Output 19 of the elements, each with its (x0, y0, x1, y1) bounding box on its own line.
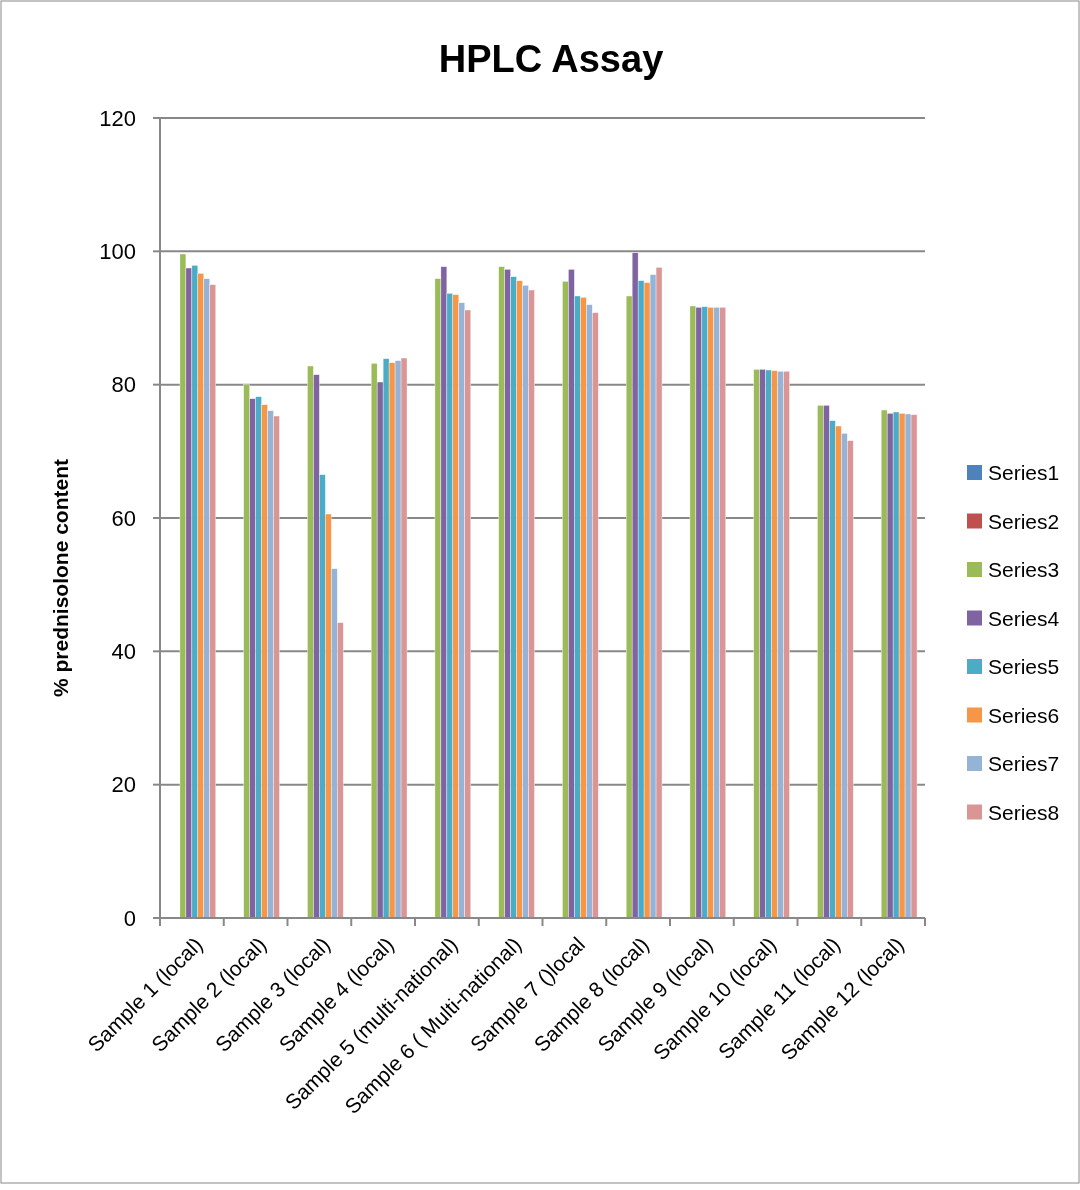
y-tick-label: 80 (111, 372, 136, 398)
legend-label: Series1 (988, 461, 1060, 485)
legend-label: Series5 (988, 655, 1060, 679)
legend-label: Series4 (988, 606, 1060, 630)
legend-label: Series7 (988, 752, 1060, 776)
chart-title: HPLC Assay (438, 38, 664, 80)
y-tick-label: 20 (111, 772, 136, 798)
legend-label: Series8 (988, 800, 1060, 824)
legend-label: Series3 (988, 558, 1060, 582)
y-tick-label: 40 (111, 639, 136, 665)
y-tick-label: 60 (111, 505, 136, 531)
y-axis-title: % prednisolone content (49, 458, 72, 698)
bar (179, 253, 187, 919)
legend-label: Series2 (988, 509, 1060, 533)
bar (689, 305, 697, 919)
y-tick-label: 0 (123, 905, 136, 931)
y-tick-label: 120 (99, 105, 136, 131)
y-tick-label: 100 (99, 239, 136, 265)
legend-label: Series6 (988, 703, 1060, 727)
